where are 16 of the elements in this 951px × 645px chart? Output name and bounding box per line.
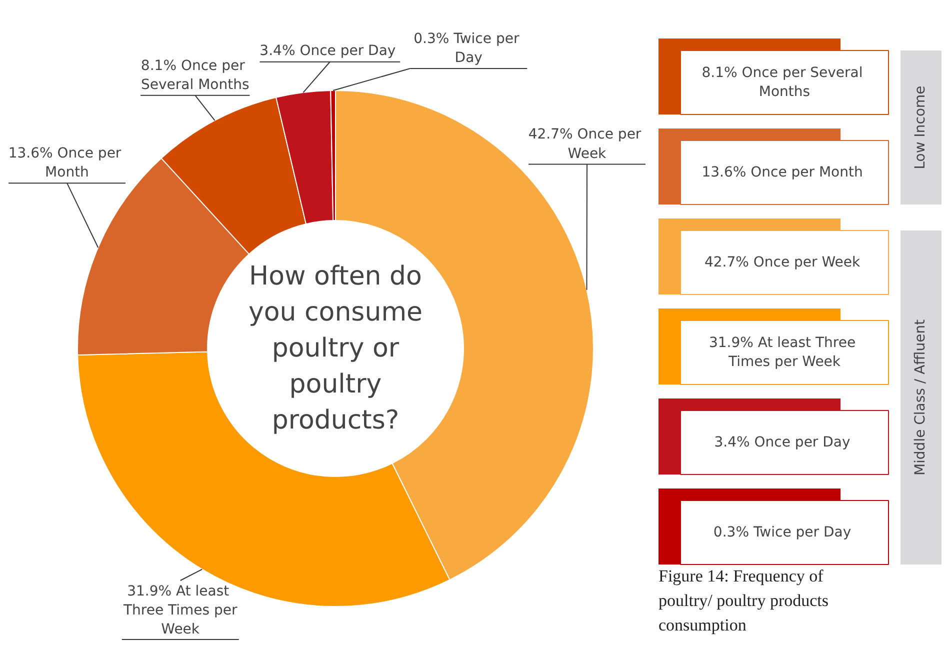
text: Middle Class / Affluent xyxy=(912,318,928,476)
caption: Figure 14: Frequency of poultry/ poultry products consumption xyxy=(658,566,828,635)
category-label: 0.3% Twice per Day xyxy=(713,524,852,540)
slice-label: 0.3% Twice per Day xyxy=(414,30,520,66)
text: Low Income xyxy=(912,86,928,170)
slice-label: 3.4% Once per Day xyxy=(260,42,396,59)
category-label: 3.4% Once per Day xyxy=(714,434,850,450)
slice-label: 42.7% Once per Week xyxy=(528,126,642,162)
slice-label: 13.6% Once per Month xyxy=(8,145,122,181)
slice-label: 31.9% At least Three Times per Week xyxy=(122,583,238,638)
category-label: 13.6% Once per Month xyxy=(702,164,863,180)
slice-label: 42.7% Once per Week xyxy=(704,254,861,270)
category-label: 31.9% At least Three Times per Week xyxy=(708,334,856,370)
slice-label: 8.1% Once per Several Months xyxy=(140,58,250,93)
text: How often do you consume poultry or poultry products? xyxy=(248,262,423,436)
category-label: 8.1% Once per Several Months xyxy=(702,64,863,100)
